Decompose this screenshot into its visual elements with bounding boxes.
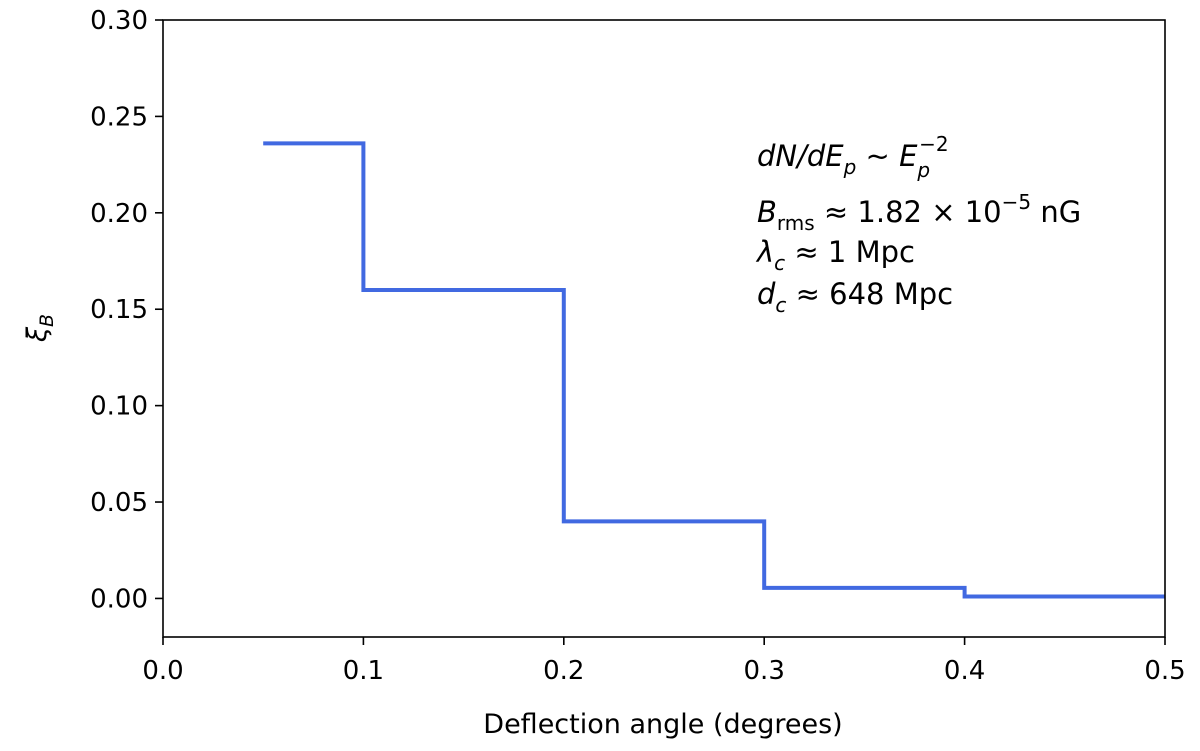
y-tick-label: 0.05 [90, 488, 148, 518]
y-axis-ticks: 0.00 0.05 0.10 0.15 0.20 0.25 0.30 [90, 6, 163, 614]
y-tick-label: 0.00 [90, 584, 148, 614]
x-tick-label: 0.4 [944, 656, 985, 686]
x-tick-label: 0.2 [543, 656, 584, 686]
series-step-line [263, 141, 1165, 599]
y-tick-label: 0.20 [90, 199, 148, 229]
plot-frame [162, 19, 1166, 638]
x-tick-label: 0.3 [744, 656, 785, 686]
y-axis-label: ξB [22, 314, 58, 343]
annotation-brms: Brms ≈ 1.82 × 10−5 nG [757, 190, 1081, 235]
y-tick-label: 0.25 [90, 102, 148, 132]
annotation-lambda: λc ≈ 1 Mpc [755, 235, 915, 275]
x-axis-ticks: 0.0 0.1 0.2 0.3 0.4 0.5 [142, 637, 1186, 686]
annotation-spectrum: dN/dEp ~ Ep−2 [757, 132, 949, 182]
x-tick-label: 0.5 [1144, 656, 1185, 686]
x-tick-label: 0.0 [142, 656, 183, 686]
y-tick-label: 0.30 [90, 6, 148, 36]
y-tick-label: 0.10 [90, 392, 148, 422]
y-tick-label: 0.15 [90, 295, 148, 325]
x-axis-label: Deflection angle (degrees) [483, 709, 842, 740]
annotation-dc: dc ≈ 648 Mpc [757, 277, 953, 317]
x-tick-label: 0.1 [343, 656, 384, 686]
